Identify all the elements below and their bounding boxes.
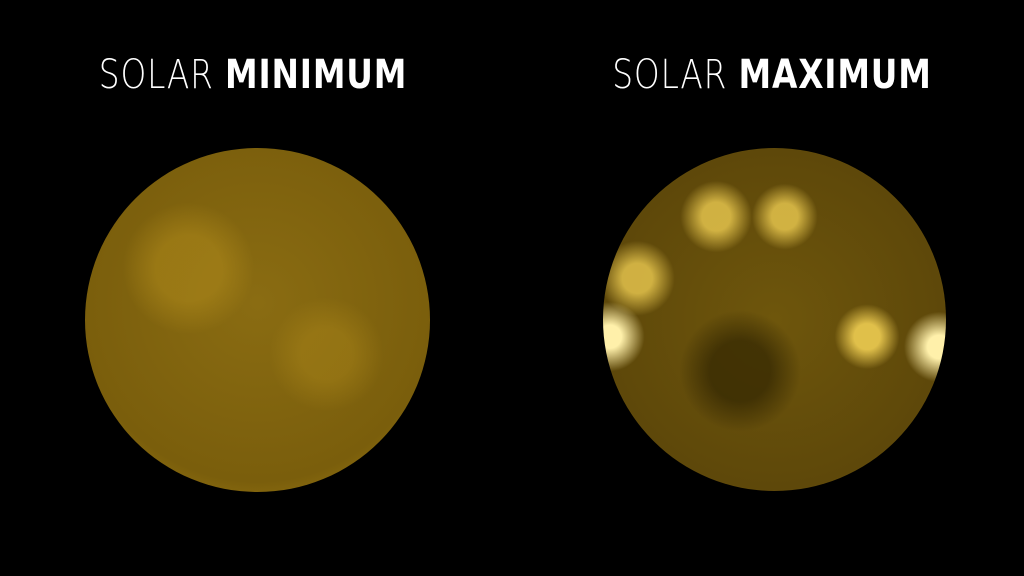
title-maximum-word: MAXIMUM (738, 52, 932, 98)
solar-maximum-title: SOLAR MAXIMUM (608, 52, 936, 98)
solar-maximum-sun-image (603, 148, 946, 491)
title-solar-word: SOLAR (612, 52, 728, 98)
title-minimum-word: MINIMUM (225, 52, 408, 98)
solar-minimum-sun-image (85, 148, 430, 492)
title-solar-word: SOLAR (98, 52, 214, 98)
solar-minimum-title: SOLAR MINIMUM (89, 52, 417, 98)
